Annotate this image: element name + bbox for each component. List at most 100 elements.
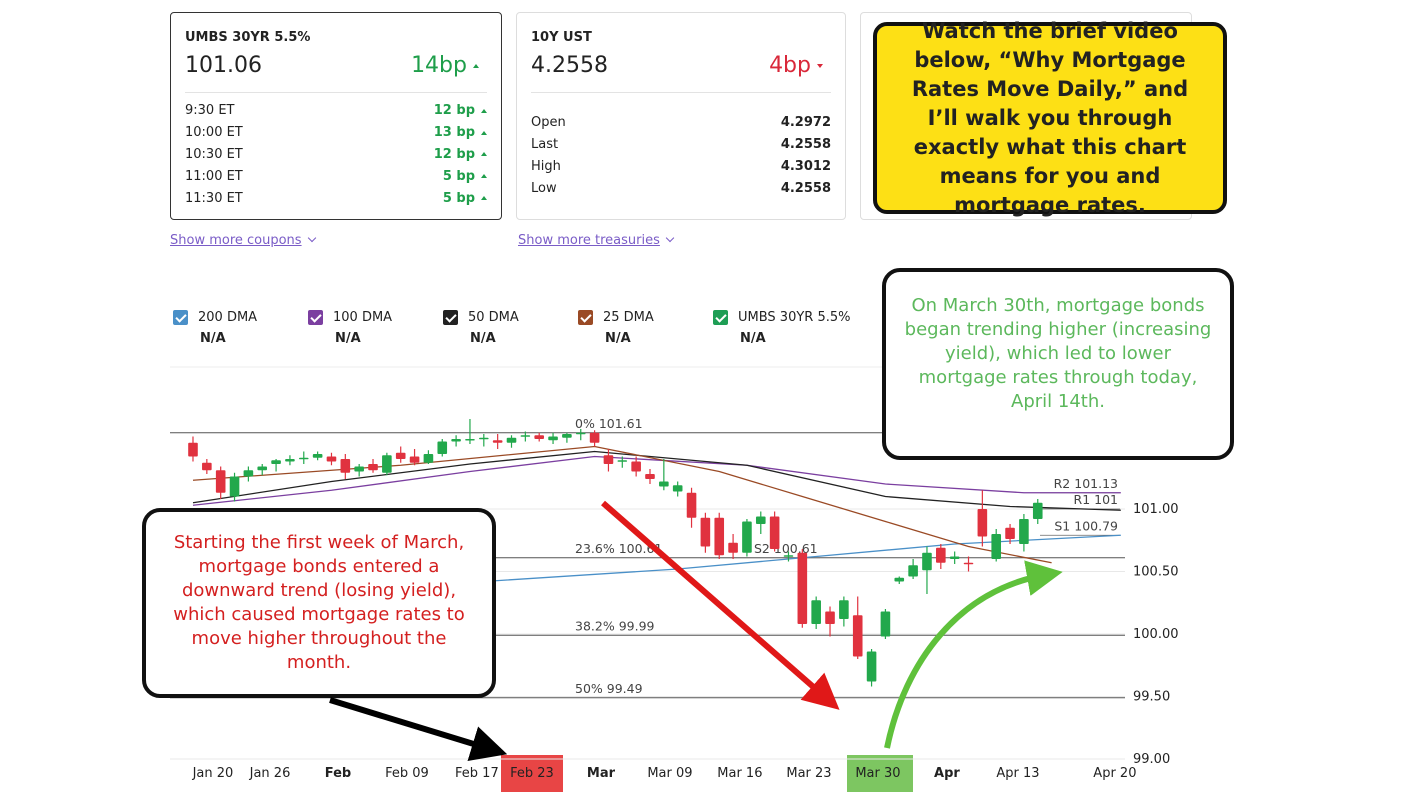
ma-line [192,455,1121,506]
legend-name: 50 DMA [468,310,519,325]
separator [531,92,831,93]
x-tick-label: Feb 23 [510,766,554,781]
candle-body [866,651,877,682]
level-value: 99.49 [607,681,643,696]
row-label: 9:30 ET [185,103,235,119]
card-row: High 4.3012 [531,156,831,178]
x-tick-label: Mar 09 [647,766,692,781]
candle-body [285,459,295,462]
row-value: 5 bp [442,168,475,184]
level-label: 38.2% 99.99 [575,618,655,633]
link-text[interactable]: Show more coupons [170,233,302,248]
candle-body [326,456,337,462]
legend-item[interactable]: 200 DMA N/A [173,310,257,346]
level-name: S1 [1054,518,1070,533]
legend-item[interactable]: 50 DMA N/A [443,310,519,346]
legend-name: UMBS 30YR 5.5% [738,310,851,325]
candle-body [922,552,932,571]
row-value: 12 bp [433,146,475,162]
up-icon [473,64,479,68]
candle-body [783,555,794,557]
row-value: 4.2558 [780,180,831,196]
level-name: S2 [754,541,770,556]
row-value-wrap: 12 bp [434,147,487,162]
callout-text: Watch the brief video below, “Why Mortga… [911,18,1189,217]
candle-body [382,455,392,473]
legend-checkbox[interactable] [713,310,728,325]
candle-body [520,435,531,437]
legend-readout: N/A [740,331,766,346]
legend-readout: N/A [605,331,631,346]
candle-body [880,611,891,637]
legend-checkbox[interactable] [578,310,593,325]
candle-body [700,517,711,547]
row-value: 5 bp [442,190,475,206]
level-label: S2 100.61 [754,541,818,556]
candle-body [645,474,655,479]
candle-body [714,517,725,556]
candle-body [631,461,641,472]
candle-body [659,481,669,487]
legend-checkbox[interactable] [173,310,188,325]
level-value: 100.79 [1074,518,1118,533]
level-name: R1 [1074,492,1091,507]
show-more-link[interactable]: Show more coupons [170,233,316,248]
candle-body [1005,527,1015,539]
ust-card[interactable]: 10Y UST 4.2558 4bp Open 4.2972 Last 4.2558 H… [516,12,846,220]
candle-body [368,464,378,471]
level-name: 23.6% [575,541,615,556]
legend-item[interactable]: UMBS 30YR 5.5% N/A [713,310,850,346]
legend-item[interactable]: 25 DMA N/A [578,310,654,346]
level-value: 101.61 [599,416,643,431]
candle-body [506,437,517,443]
uptrend-callout: On March 30th, mortgage bonds began tren… [882,268,1234,460]
candle-body [451,439,461,442]
candle-body [1032,502,1043,519]
card-row: 9:30 ET 12 bp [185,100,487,122]
candle-body [354,466,364,472]
chevron [665,233,675,243]
legend-readout: N/A [470,331,496,346]
card-price: 101.06 [185,53,262,78]
card-row: Last 4.2558 [531,134,831,156]
up-icon [481,130,487,135]
candle-body [991,534,1002,559]
level-name: 0% [575,416,595,431]
x-tick-label: Apr 20 [1093,766,1136,781]
callout-text: On March 30th, mortgage bonds began tren… [904,295,1212,412]
show-more-link[interactable]: Show more treasuries [518,233,675,248]
legend-item[interactable]: 100 DMA N/A [308,310,392,346]
row-value-wrap: 4.2972 [781,115,831,130]
level-label: 23.6% 100.61 [575,541,662,556]
candle-body [298,457,309,460]
row-value: 12 bp [433,103,475,119]
up-icon [481,174,487,179]
level-value: 101.13 [1074,476,1118,491]
row-value: 13 bp [433,125,475,141]
level-label: 50% 99.49 [575,681,643,696]
candle-body [465,439,475,441]
legend-checkbox[interactable] [308,310,323,325]
up-icon [481,196,487,201]
separator [185,92,487,93]
link-text[interactable]: Show more treasuries [518,233,660,248]
candle-body [257,466,268,471]
y-tick-label: 100.50 [1133,565,1179,580]
y-tick-label: 101.00 [1133,502,1179,517]
x-tick-label: Feb [325,766,351,781]
level-value: 100.61 [774,541,818,556]
candle-body [562,434,572,438]
level-label: S1 100.79 [1054,518,1118,533]
down-icon [817,64,823,68]
legend-name: 200 DMA [198,310,258,325]
umbs-card[interactable]: UMBS 30YR 5.5% 101.06 14bp 9:30 ET 12 bp 1… [170,12,502,220]
legend-checkbox[interactable] [443,310,458,325]
candle-body [409,456,420,463]
up-icon [481,152,487,157]
legend-name: 25 DMA [603,310,654,325]
candle-body [215,470,226,493]
candle-body [229,476,240,497]
candle-body [852,615,863,657]
ma-line [192,450,1121,511]
